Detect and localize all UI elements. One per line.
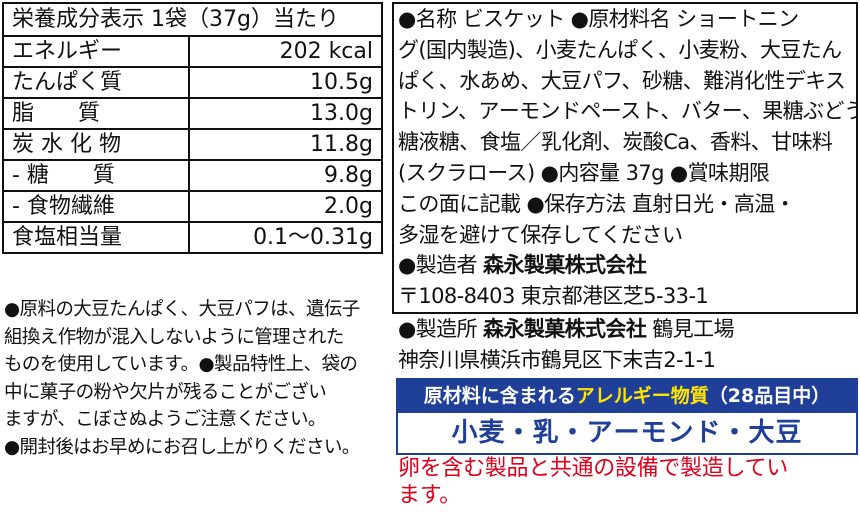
allergy-title: 原材料に含まれるアレルギー物質（28品目中） [398,380,856,413]
nutrient-value: 10.5g [188,66,383,99]
factory-info: ●製造所 森永製菓株式会社 鶴見工場 神奈川県横浜市鶴見区下末吉2-1-1 [394,314,858,376]
nutrient-name: 食塩相当量 [2,221,190,254]
nutrient-name: - 糖 質 [2,159,190,192]
allergy-title-after: （28品目中） [708,385,831,407]
info-line: ぱく、水あめ、大豆パフ、砂糖、難消化性デキス [398,68,846,93]
info-line: 糖液糖、食塩／乳化剤、炭酸Ca、香料、甘味料 [398,130,833,155]
factory-plant: 鶴見工場 [652,317,734,341]
note-line: 中に菓子の粉や欠片が残ることがござい [4,381,327,403]
product-info: ●名称 ビスケット ●原材料名 ショートニング(国内製造)、小麦たんぱく、小麦粉… [392,2,858,314]
nutrition-row: - 食物繊維 2.0g [2,190,383,223]
note-line: ●開封後はお早めにお召し上がりください。 [4,436,360,458]
allergy-box: 原材料に含まれるアレルギー物質（28品目中） 小麦・乳・アーモンド・大豆 [396,378,858,455]
allergy-title-highlight: アレルギー物質 [575,385,709,407]
nutrient-name: 脂 質 [2,97,190,130]
nutrient-value: 0.1～0.31g [188,221,383,254]
warning-line: 卵を含む製品と共通の設備で製造してい [398,456,788,481]
info-line: トリン、アーモンドペースト、バター、果糖ぶどう [398,99,858,124]
allergy-title-before: 原材料に含まれる [423,385,576,407]
factory-line: ●製造所 森永製菓株式会社 鶴見工場 [394,314,858,345]
nutrient-name: - 食物繊維 [2,190,190,223]
nutrient-name: たんぱく質 [2,66,190,99]
note-line: ますが、こぼさぬようご注意ください。 [4,409,326,430]
nutrition-row: 食塩相当量 0.1～0.31g [2,221,383,254]
note-line: ものを使用しています。●製品特性上、袋の [4,354,358,375]
factory-address: 神奈川県横浜市鶴見区下末吉2-1-1 [398,347,716,372]
nutrient-value: 9.8g [188,159,383,192]
manufacturer-label: ●製造者 [398,253,478,278]
warning: 卵を含む製品と共通の設備で製造してい ます。 [398,455,858,509]
nutrient-value: 2.0g [188,190,383,223]
nutrition-header: 栄養成分表示 1袋（37g）当たり [2,2,383,37]
note-line: ●原料の大豆たんぱく、大豆パフは、遺伝子 [4,299,360,320]
nutrition-row: 炭 水 化 物 11.8g [2,128,383,161]
factory-label: ●製造所 [398,317,478,341]
nutrition-row: エネルギー 202 kcal [2,35,383,68]
nutrient-name: エネルギー [2,35,190,68]
nutrition-table: 栄養成分表示 1袋（37g）当たり エネルギー 202 kcal たんぱく質 10.5… [2,2,383,254]
allergy-items: 小麦・乳・アーモンド・大豆 [451,418,803,448]
nutrient-value: 13.0g [188,97,383,130]
warning-line: ます。 [398,483,461,508]
info-line: この面に記載 ●保存方法 直射日光・高温・ [398,191,796,216]
nutrition-row: たんぱく質 10.5g [2,66,383,99]
note-line: 組換え作物が混入しないように管理された [4,326,344,348]
factory-name: 森永製菓株式会社 [483,317,647,341]
notes: ●原料の大豆たんぱく、大豆パフは、遺伝子 組換え作物が混入しないように管理されたも… [4,296,384,461]
info-line: (スクラロース) ●内容量 37g ●賞味期限 [398,160,770,185]
manufacturer-address: 〒108-8403 東京都港区芝5-33-1 [398,284,709,309]
nutrient-value: 202 kcal [188,35,383,68]
nutrient-value: 11.8g [188,128,383,161]
manufacturer-line: ●製造者 森永製菓株式会社 [394,250,856,281]
info-line: 多湿を避けて保存してください [398,222,683,247]
nutrient-name: 炭 水 化 物 [2,128,190,161]
nutrition-row: 脂 質 13.0g [2,97,383,130]
info-line: ●名称 ビスケット ●原材料名 ショートニン [398,7,799,31]
manufacturer-name: 森永製菓株式会社 [483,253,647,278]
nutrition-row: - 糖 質 9.8g [2,159,383,192]
info-line: グ(国内製造)、小麦たんぱく、小麦粉、大豆たん [398,37,842,62]
